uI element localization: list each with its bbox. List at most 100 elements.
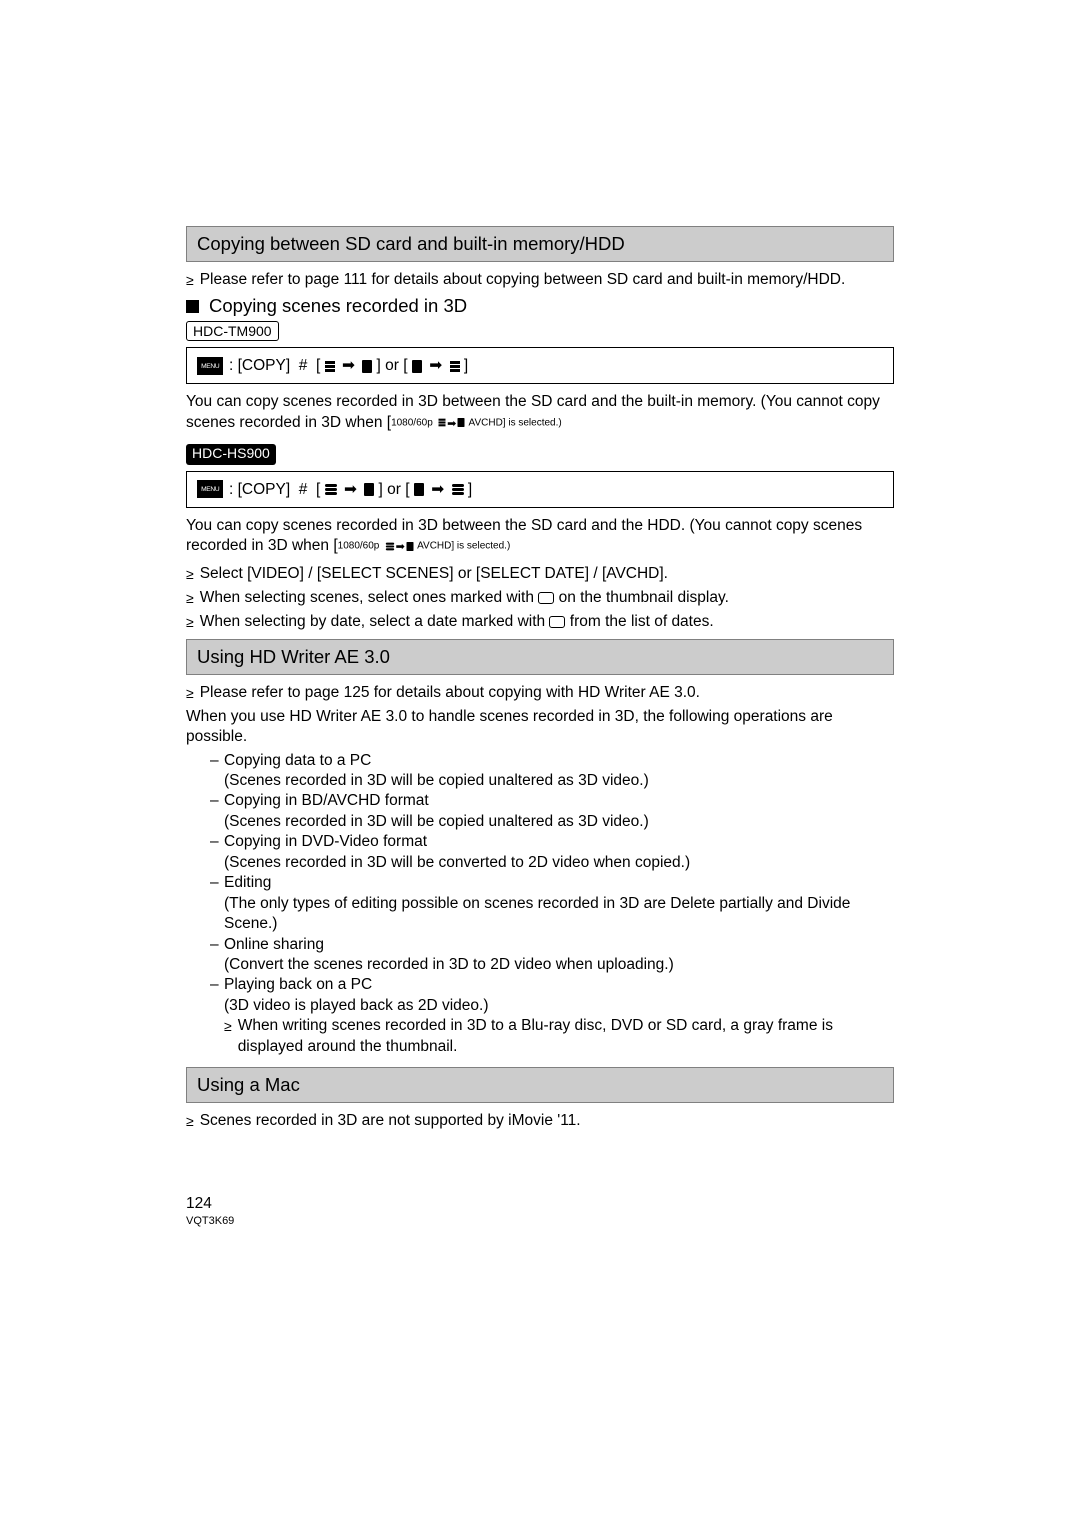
arrow-icon: ➡ [396,541,405,553]
item-title: Copying in DVD-Video format [224,832,427,852]
rounded-rect-icon [549,616,565,628]
arrow-icon: ➡ [344,481,357,498]
item-sub: (Scenes recorded in 3D will be converted… [224,853,894,873]
menu-path-tm: : [COPY] # [ ➡ ] or [ ➡ ] [186,347,894,384]
bullet-select-date: ≥ When selecting by date, select a date … [186,612,894,633]
document-code: VQT3K69 [186,1215,894,1227]
model-badge-hs900: HDC-HS900 [186,436,894,471]
menu-text: : [COPY] # [ ➡ ] or [ ➡ ] [229,356,468,375]
hs-text-tail: AVCHD] is selected.) [415,540,510,551]
dash-icon: – [210,935,224,955]
bullet-post: from the list of dates. [570,613,714,630]
note-text: Scenes recorded in 3D are not supported … [200,1111,581,1131]
arrow-icon: ➡ [429,357,442,374]
note-bluray: ≥ When writing scenes recorded in 3D to … [224,1016,894,1057]
item-title: Copying data to a PC [224,751,371,771]
note-text: Please refer to page 111 for details abo… [200,270,846,290]
sd-icon [458,418,465,427]
note-text: When writing scenes recorded in 3D to a … [238,1016,894,1057]
bullet-post: on the thumbnail display. [559,589,729,606]
menu-text: : [COPY] # [ ➡ ] or [ ➡ ] [229,480,472,499]
memory-icon [439,419,446,427]
sd-icon [364,483,374,496]
square-icon [186,300,199,313]
hdd-icon [385,542,393,550]
note-imovie: ≥ Scenes recorded in 3D are not supporte… [186,1111,894,1132]
bullet-icon: ≥ [186,564,194,585]
bullet-text: When selecting scenes, select ones marke… [200,588,729,608]
bullet-icon: ≥ [186,1111,194,1132]
operations-list: –Copying data to a PC (Scenes recorded i… [210,751,894,1058]
menu-copy-label: : [COPY] [229,481,290,498]
sd-icon [414,483,424,496]
rate-label: 1080/60p [338,540,380,551]
model-badge-tm900: HDC-TM900 [186,319,894,347]
subheading-row: Copying scenes recorded in 3D [186,295,894,317]
bullet-icon: ≥ [186,588,194,609]
section-heading-mac: Using a Mac [186,1067,894,1103]
list-item: –Copying data to a PC [210,751,894,771]
rounded-rect-icon [538,592,554,604]
dash-icon: – [210,791,224,811]
or-label: or [385,357,399,374]
item-sub: (The only types of editing possible on s… [224,894,894,935]
bullet-icon: ≥ [224,1016,232,1057]
hdwriter-intro: When you use HD Writer AE 3.0 to handle … [186,707,894,748]
bullet-text: Select [VIDEO] / [SELECT SCENES] or [SEL… [200,564,668,584]
menu-path-hs: : [COPY] # [ ➡ ] or [ ➡ ] [186,471,894,508]
dash-icon: – [210,751,224,771]
note-hdwriter-ref: ≥ Please refer to page 125 for details a… [186,683,894,704]
subheading-3d: Copying scenes recorded in 3D [209,295,467,317]
bullet-select-video: ≥ Select [VIDEO] / [SELECT SCENES] or [S… [186,564,894,585]
bullet-pre: When selecting by date, select a date ma… [200,613,550,630]
bullet-icon: ≥ [186,270,194,291]
item-title: Copying in BD/AVCHD format [224,791,429,811]
hdd-icon [452,484,464,495]
or-label: or [387,481,401,498]
bullet-icon: ≥ [186,683,194,704]
list-item: –Copying in BD/AVCHD format [210,791,894,811]
note-copy-ref: ≥ Please refer to page 111 for details a… [186,270,894,291]
arrow-icon: ➡ [431,481,444,498]
tm-text-tail: AVCHD] is selected.) [466,417,561,428]
bullet-icon: ≥ [186,612,194,633]
menu-icon [197,357,223,375]
memory-icon [450,361,460,372]
arrow-icon: ➡ [447,418,456,430]
item-sub: (Scenes recorded in 3D will be copied un… [224,812,894,832]
list-item: –Playing back on a PC [210,975,894,995]
list-item: –Copying in DVD-Video format [210,832,894,852]
list-item: –Editing [210,873,894,893]
sd-icon [362,360,372,373]
hs-text-1: You can copy scenes recorded in 3D betwe… [186,517,862,554]
item-sub: (3D video is played back as 2D video.) [224,996,894,1016]
section-heading-copying: Copying between SD card and built-in mem… [186,226,894,262]
tm-description: You can copy scenes recorded in 3D betwe… [186,392,894,433]
dash-icon: – [210,873,224,893]
bullet-text: When selecting by date, select a date ma… [200,612,714,632]
note-text: Please refer to page 125 for details abo… [200,683,700,703]
menu-copy-label: : [COPY] [229,357,290,374]
rate-label: 1080/60p [391,417,433,428]
hdd-icon [325,484,337,495]
hs-description: You can copy scenes recorded in 3D betwe… [186,516,894,557]
item-title: Editing [224,873,271,893]
manual-page: Copying between SD card and built-in mem… [186,226,894,1227]
section-heading-hdwriter: Using HD Writer AE 3.0 [186,639,894,675]
model-label: HDC-HS900 [186,444,276,465]
item-sub: (Convert the scenes recorded in 3D to 2D… [224,955,894,975]
item-title: Online sharing [224,935,324,955]
list-item: –Online sharing [210,935,894,955]
item-sub: (Scenes recorded in 3D will be copied un… [224,771,894,791]
arrow-icon: ➡ [342,357,355,374]
sd-icon [412,360,422,373]
model-label: HDC-TM900 [186,321,279,341]
memory-icon [325,361,335,372]
page-number: 124 [186,1195,894,1213]
bullet-pre: When selecting scenes, select ones marke… [200,589,539,606]
menu-icon [197,480,223,498]
dash-icon: – [210,832,224,852]
sd-icon [406,541,413,550]
item-title: Playing back on a PC [224,975,372,995]
bullet-select-scenes: ≥ When selecting scenes, select ones mar… [186,588,894,609]
